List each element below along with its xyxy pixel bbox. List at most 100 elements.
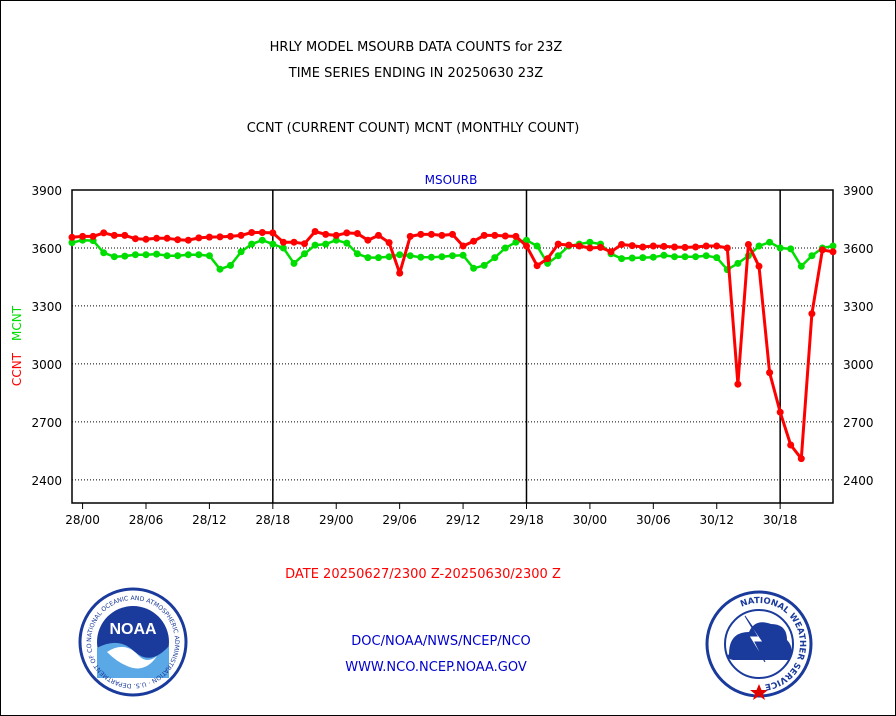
svg-text:CCNTMCNT: CCNT MCNT [10,305,24,386]
data-point-mcnt [671,253,678,261]
data-point-mcnt [100,249,108,257]
data-point-mcnt [512,238,520,246]
data-point-ccnt [491,231,499,239]
data-point-ccnt [501,232,509,240]
data-point-ccnt [216,233,224,241]
data-point-mcnt [396,251,404,259]
data-point-ccnt [671,243,678,251]
data-point-mcnt [174,252,182,260]
data-point-mcnt [660,251,668,259]
x-tick-label: 29/00 [319,513,354,527]
data-point-ccnt [565,241,573,249]
y-tick-label-left: 2700 [31,416,62,430]
data-point-mcnt [153,250,161,258]
data-point-ccnt [269,229,277,237]
data-point-ccnt [692,243,700,251]
data-point-ccnt [290,238,298,246]
data-point-ccnt [554,240,562,248]
data-point-ccnt [237,231,245,239]
data-point-mcnt [787,245,795,253]
data-point-mcnt [343,239,351,247]
date-range-label: DATE 20250627/2300 Z-20250630/2300 Z [285,567,561,582]
chart-title: MSOURB [425,173,478,187]
y-tick-label-right: 2400 [843,474,874,488]
data-point-mcnt [258,236,266,244]
data-point-mcnt [639,254,647,262]
data-point-ccnt [353,230,361,237]
data-point-ccnt [131,235,139,243]
data-point-mcnt [681,253,689,261]
y-tick-label-left: 3000 [31,358,62,372]
data-point-ccnt [744,241,752,248]
x-tick-label: 30/18 [763,513,798,527]
data-point-ccnt [544,255,552,263]
data-point-mcnt [766,238,774,246]
x-tick-label: 28/00 [65,513,100,527]
data-point-ccnt [787,441,795,449]
data-point-ccnt [100,229,108,237]
data-point-mcnt [649,253,657,261]
data-point-mcnt [544,259,552,267]
data-point-mcnt [586,238,594,246]
data-point-mcnt [713,254,721,262]
data-point-ccnt [332,231,340,239]
data-point-mcnt [776,244,784,252]
data-point-ccnt [660,242,668,250]
nws-logo-lightning-icon [744,615,766,663]
noaa-logo-bird-icon [107,646,157,669]
data-point-ccnt [628,242,636,250]
data-point-mcnt [68,239,76,247]
x-tick-label: 28/18 [256,513,291,527]
data-point-ccnt [681,243,689,251]
data-point-ccnt [597,243,604,251]
data-point-mcnt [322,240,330,248]
data-point-ccnt [258,229,266,236]
org-path-label: DOC/NOAA/NWS/NCEP/NCO [351,634,530,649]
data-point-ccnt [248,229,256,236]
y-axis-label-mcnt: MCNT [10,305,24,341]
nws-logo: NATIONAL WEATHER SERVICE [705,590,813,700]
data-point-ccnt [438,231,446,239]
website-link[interactable]: WWW.NCO.NCEP.NOAA.GOV [345,660,527,675]
data-point-mcnt [131,251,139,259]
data-point-ccnt [68,233,76,241]
y-tick-label-right: 3900 [843,184,874,198]
data-point-ccnt [702,242,710,250]
data-point-ccnt [205,233,213,241]
chart-header-line3: CCNT (CURRENT COUNT) MCNT (MONTHLY COUNT… [247,121,580,136]
data-point-mcnt [163,252,171,260]
data-point-ccnt [142,235,150,243]
data-point-ccnt [470,237,478,245]
x-tick-label: 30/12 [699,513,734,527]
y-tick-label-left: 3600 [31,242,62,256]
data-point-ccnt [322,230,330,238]
data-point-ccnt [375,231,382,239]
data-point-mcnt [184,251,192,259]
data-point-mcnt [311,241,319,249]
x-tick-label: 28/06 [129,513,164,527]
data-point-ccnt [385,239,393,247]
data-point-ccnt [586,244,594,252]
x-tick-label: 30/06 [636,513,671,527]
data-point-ccnt [449,230,456,238]
data-point-mcnt [364,254,372,262]
data-point-ccnt [523,242,530,250]
data-point-ccnt [480,231,488,239]
series-layer [68,228,837,463]
data-point-ccnt [533,262,541,270]
data-point-mcnt [279,244,287,252]
data-point-ccnt [195,234,203,242]
data-point-mcnt [523,236,530,244]
data-point-ccnt [713,242,721,250]
data-point-ccnt [459,242,467,250]
data-point-mcnt [702,252,710,260]
data-point-ccnt [396,269,404,277]
data-point-ccnt [417,230,425,238]
data-point-ccnt [153,234,161,242]
data-point-mcnt [808,252,816,260]
data-point-mcnt [375,254,382,262]
series-line-ccnt [71,230,834,461]
data-point-mcnt [618,255,626,263]
y-axis-label-ccnt: CCNT [10,352,24,386]
data-point-mcnt [227,261,234,269]
